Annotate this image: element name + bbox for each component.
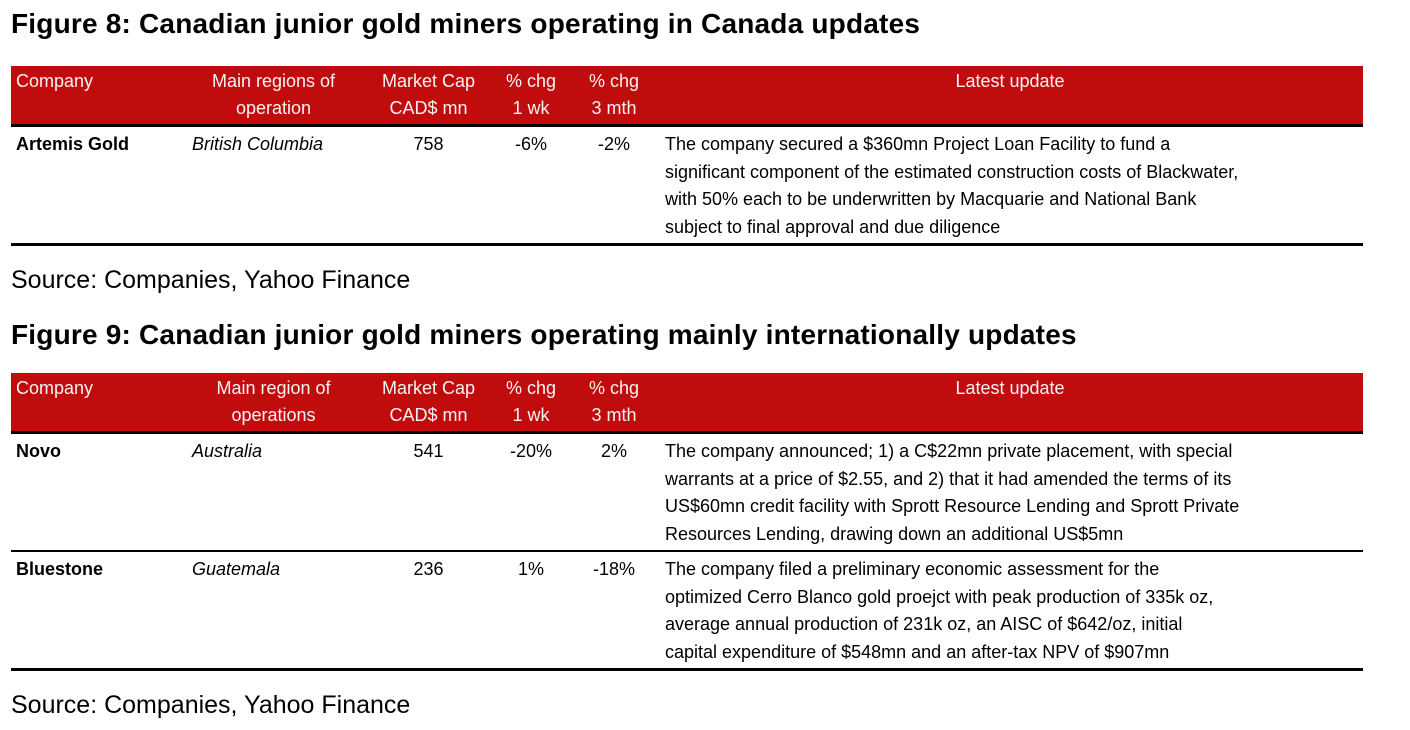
company-cell: Novo: [16, 441, 61, 461]
figure9-table: Company Main region of operations Market…: [11, 373, 1363, 671]
latest-update-text: The company filed a preliminary economic…: [665, 559, 1214, 662]
figure8-col-header-chg-1wk: % chg 1 wk: [491, 66, 571, 126]
figure8-header-row: Company Main regions of operation Market…: [11, 66, 1363, 126]
figure8-col-header-chg-3mth: % chg 3 mth: [571, 66, 657, 126]
figure9-col-header-market-cap: Market Cap CAD$ mn: [366, 373, 491, 433]
figure9-section: Figure 9: Canadian junior gold miners op…: [11, 319, 1410, 720]
figure8-col-header-company: Company: [11, 66, 181, 126]
figure9-col-header-latest-update: Latest update: [657, 373, 1363, 433]
company-cell: Artemis Gold: [16, 134, 130, 154]
market-cap-cell: 236: [413, 559, 444, 579]
latest-update-text: The company announced; 1) a C$22mn priva…: [665, 441, 1240, 544]
region-cell: British Columbia: [192, 134, 324, 154]
company-cell: Bluestone: [16, 559, 104, 579]
figure8-section: Figure 8: Canadian junior gold miners op…: [11, 8, 1410, 295]
figure9-header-row: Company Main region of operations Market…: [11, 373, 1363, 433]
chg-1wk-cell: -6%: [514, 134, 547, 154]
figure8-title: Figure 8: Canadian junior gold miners op…: [11, 8, 921, 39]
figure9-col-header-company: Company: [11, 373, 181, 433]
figure8-col-header-region: Main regions of operation: [181, 66, 366, 126]
region-cell: Guatemala: [192, 559, 281, 579]
figure8-source: Source: Companies, Yahoo Finance: [11, 266, 411, 294]
market-cap-cell: 758: [413, 134, 444, 154]
latest-update-cell: The company secured a $360mn Project Loa…: [657, 126, 1363, 245]
table-row-bluestone: Bluestone Guatemala 236 1% -18% The comp…: [11, 551, 1363, 670]
figure9-source: Source: Companies, Yahoo Finance: [11, 691, 411, 719]
figure8-table: Company Main regions of operation Market…: [11, 66, 1363, 246]
latest-update-cell: The company announced; 1) a C$22mn priva…: [657, 433, 1363, 552]
chg-1wk-cell: 1%: [517, 559, 544, 579]
chg-3mth-cell: -18%: [592, 559, 636, 579]
market-cap-cell: 541: [413, 441, 444, 461]
region-cell: Australia: [192, 441, 263, 461]
latest-update-text: The company secured a $360mn Project Loa…: [665, 134, 1239, 237]
table-row-artemis-gold: Artemis Gold British Columbia 758 -6% -2…: [11, 126, 1363, 245]
figure9-title: Figure 9: Canadian junior gold miners op…: [11, 319, 1077, 350]
chg-3mth-cell: 2%: [600, 441, 627, 461]
figure8-col-header-market-cap: Market Cap CAD$ mn: [366, 66, 491, 126]
figure9-col-header-chg-1wk: % chg 1 wk: [491, 373, 571, 433]
chg-1wk-cell: -20%: [509, 441, 553, 461]
figure8-col-header-latest-update: Latest update: [657, 66, 1363, 126]
figure9-col-header-chg-3mth: % chg 3 mth: [571, 373, 657, 433]
latest-update-cell: The company filed a preliminary economic…: [657, 551, 1363, 670]
table-row-novo: Novo Australia 541 -20% 2% The company a…: [11, 433, 1363, 552]
figure9-col-header-region: Main region of operations: [181, 373, 366, 433]
chg-3mth-cell: -2%: [597, 134, 630, 154]
